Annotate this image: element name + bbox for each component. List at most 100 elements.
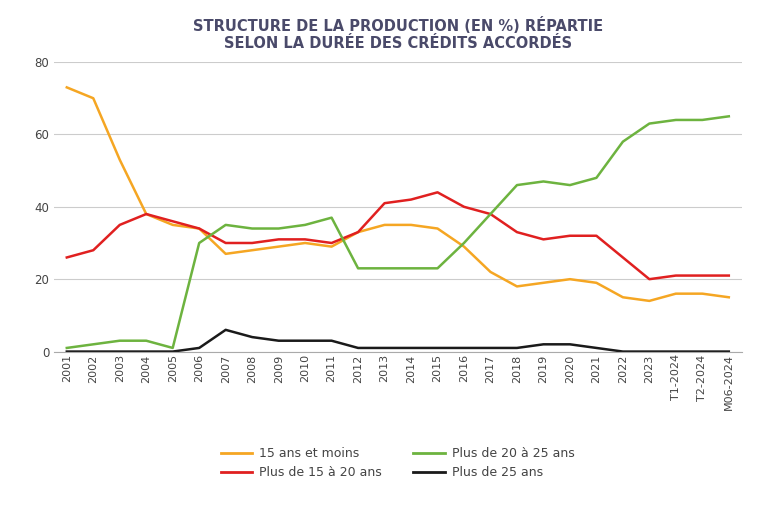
Plus de 20 à 25 ans bbox=[539, 178, 548, 185]
Line: Plus de 20 à 25 ans: Plus de 20 à 25 ans bbox=[67, 116, 729, 348]
Plus de 25 ans bbox=[645, 348, 654, 355]
Plus de 20 à 25 ans bbox=[486, 211, 495, 217]
Plus de 25 ans bbox=[724, 348, 734, 355]
Plus de 15 à 20 ans bbox=[460, 204, 469, 210]
Plus de 25 ans bbox=[671, 348, 680, 355]
Plus de 20 à 25 ans bbox=[645, 120, 654, 127]
Plus de 25 ans bbox=[618, 348, 627, 355]
Line: 15 ans et moins: 15 ans et moins bbox=[67, 87, 729, 301]
Plus de 15 à 20 ans bbox=[194, 225, 203, 232]
Plus de 20 à 25 ans bbox=[116, 338, 125, 344]
Plus de 15 à 20 ans bbox=[671, 272, 680, 279]
Plus de 15 à 20 ans bbox=[724, 272, 734, 279]
Plus de 25 ans bbox=[513, 345, 522, 351]
Plus de 15 à 20 ans bbox=[221, 240, 230, 246]
Plus de 20 à 25 ans bbox=[168, 345, 177, 351]
Plus de 15 à 20 ans bbox=[274, 236, 283, 242]
Plus de 25 ans bbox=[116, 348, 125, 355]
15 ans et moins bbox=[221, 251, 230, 257]
Plus de 15 à 20 ans bbox=[513, 229, 522, 235]
Plus de 20 à 25 ans bbox=[724, 113, 734, 119]
Plus de 20 à 25 ans bbox=[618, 139, 627, 145]
Plus de 15 à 20 ans bbox=[645, 276, 654, 282]
Plus de 25 ans bbox=[194, 345, 203, 351]
Plus de 15 à 20 ans bbox=[62, 254, 71, 261]
Plus de 15 à 20 ans bbox=[592, 233, 601, 239]
Plus de 25 ans bbox=[592, 345, 601, 351]
Plus de 25 ans bbox=[142, 348, 151, 355]
15 ans et moins bbox=[380, 222, 389, 228]
15 ans et moins bbox=[301, 240, 310, 246]
Plus de 25 ans bbox=[301, 338, 310, 344]
Plus de 20 à 25 ans bbox=[194, 240, 203, 246]
15 ans et moins bbox=[645, 298, 654, 304]
Plus de 20 à 25 ans bbox=[221, 222, 230, 228]
Plus de 25 ans bbox=[274, 338, 283, 344]
Plus de 15 à 20 ans bbox=[486, 211, 495, 217]
Plus de 25 ans bbox=[565, 341, 575, 347]
Plus de 20 à 25 ans bbox=[142, 338, 151, 344]
Plus de 15 à 20 ans bbox=[406, 196, 415, 203]
Plus de 20 à 25 ans bbox=[671, 117, 680, 123]
Plus de 25 ans bbox=[433, 345, 442, 351]
Plus de 25 ans bbox=[406, 345, 415, 351]
Plus de 25 ans bbox=[486, 345, 495, 351]
15 ans et moins bbox=[406, 222, 415, 228]
15 ans et moins bbox=[618, 294, 627, 300]
Plus de 15 à 20 ans bbox=[89, 247, 98, 253]
Plus de 15 à 20 ans bbox=[142, 211, 151, 217]
15 ans et moins bbox=[89, 95, 98, 101]
Plus de 25 ans bbox=[539, 341, 548, 347]
Plus de 20 à 25 ans bbox=[62, 345, 71, 351]
Plus de 20 à 25 ans bbox=[460, 240, 469, 246]
15 ans et moins bbox=[671, 291, 680, 297]
Plus de 20 à 25 ans bbox=[513, 182, 522, 188]
15 ans et moins bbox=[248, 247, 257, 253]
Legend: 15 ans et moins, Plus de 15 à 20 ans, Plus de 20 à 25 ans, Plus de 25 ans: 15 ans et moins, Plus de 15 à 20 ans, Pl… bbox=[216, 442, 580, 484]
Plus de 15 à 20 ans bbox=[539, 236, 548, 242]
Plus de 20 à 25 ans bbox=[406, 265, 415, 271]
Plus de 20 à 25 ans bbox=[327, 215, 336, 221]
Title: STRUCTURE DE LA PRODUCTION (EN %) RÉPARTIE
SELON LA DURÉE DES CRÉDITS ACCORDÉS: STRUCTURE DE LA PRODUCTION (EN %) RÉPART… bbox=[193, 17, 603, 51]
Line: Plus de 25 ans: Plus de 25 ans bbox=[67, 330, 729, 352]
Plus de 15 à 20 ans bbox=[301, 236, 310, 242]
15 ans et moins bbox=[116, 157, 125, 163]
Plus de 20 à 25 ans bbox=[248, 225, 257, 232]
15 ans et moins bbox=[274, 244, 283, 250]
15 ans et moins bbox=[724, 294, 734, 300]
Plus de 25 ans bbox=[460, 345, 469, 351]
Plus de 15 à 20 ans bbox=[327, 240, 336, 246]
Plus de 20 à 25 ans bbox=[89, 341, 98, 347]
Plus de 15 à 20 ans bbox=[698, 272, 707, 279]
Plus de 20 à 25 ans bbox=[565, 182, 575, 188]
Plus de 25 ans bbox=[698, 348, 707, 355]
Plus de 25 ans bbox=[353, 345, 363, 351]
Plus de 20 à 25 ans bbox=[592, 175, 601, 181]
Plus de 15 à 20 ans bbox=[380, 200, 389, 206]
Plus de 15 à 20 ans bbox=[565, 233, 575, 239]
Plus de 25 ans bbox=[380, 345, 389, 351]
Plus de 25 ans bbox=[89, 348, 98, 355]
Plus de 15 à 20 ans bbox=[168, 218, 177, 224]
15 ans et moins bbox=[353, 229, 363, 235]
Plus de 25 ans bbox=[248, 334, 257, 340]
Line: Plus de 15 à 20 ans: Plus de 15 à 20 ans bbox=[67, 192, 729, 279]
Plus de 15 à 20 ans bbox=[618, 254, 627, 261]
15 ans et moins bbox=[62, 84, 71, 90]
15 ans et moins bbox=[194, 225, 203, 232]
Plus de 15 à 20 ans bbox=[116, 222, 125, 228]
Plus de 25 ans bbox=[221, 327, 230, 333]
Plus de 15 à 20 ans bbox=[353, 229, 363, 235]
15 ans et moins bbox=[327, 244, 336, 250]
15 ans et moins bbox=[539, 280, 548, 286]
15 ans et moins bbox=[565, 276, 575, 282]
15 ans et moins bbox=[460, 244, 469, 250]
Plus de 20 à 25 ans bbox=[301, 222, 310, 228]
15 ans et moins bbox=[486, 269, 495, 275]
Plus de 15 à 20 ans bbox=[433, 189, 442, 195]
Plus de 25 ans bbox=[327, 338, 336, 344]
15 ans et moins bbox=[513, 283, 522, 290]
15 ans et moins bbox=[592, 280, 601, 286]
15 ans et moins bbox=[168, 222, 177, 228]
Plus de 25 ans bbox=[62, 348, 71, 355]
